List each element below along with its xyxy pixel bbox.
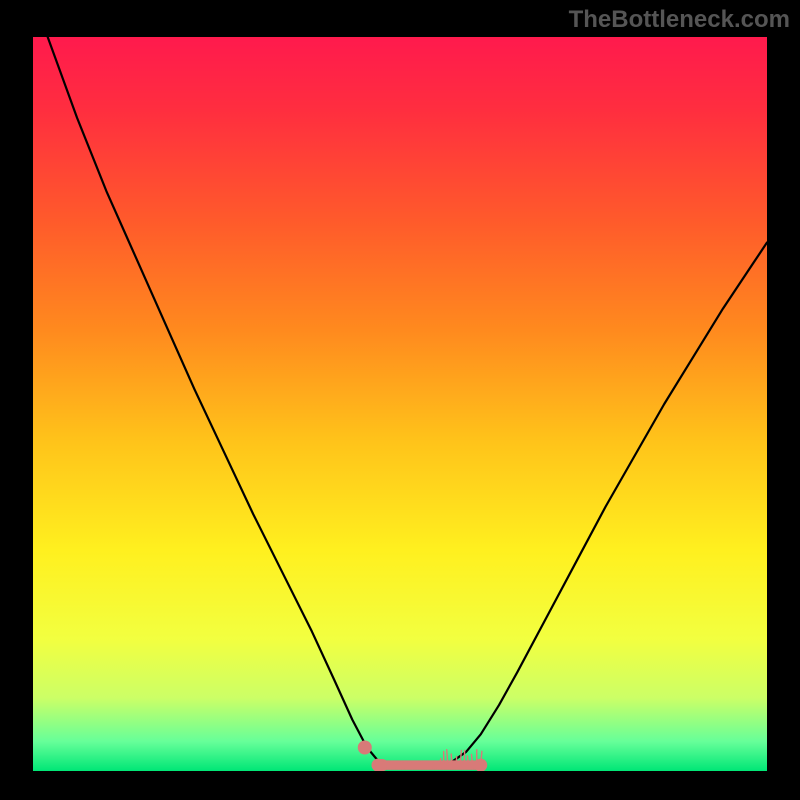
watermark-text: TheBottleneck.com [569, 6, 790, 34]
bottleneck-curve [48, 37, 767, 768]
marker-cluster-cap-right [475, 759, 487, 771]
marker-cluster-cap-left [372, 759, 384, 771]
chart-container: TheBottleneck.com [0, 0, 800, 800]
marker-dot-isolated [358, 741, 371, 754]
curve-svg [33, 37, 767, 771]
plot-area [33, 37, 767, 771]
marker-dots-group [358, 741, 486, 771]
